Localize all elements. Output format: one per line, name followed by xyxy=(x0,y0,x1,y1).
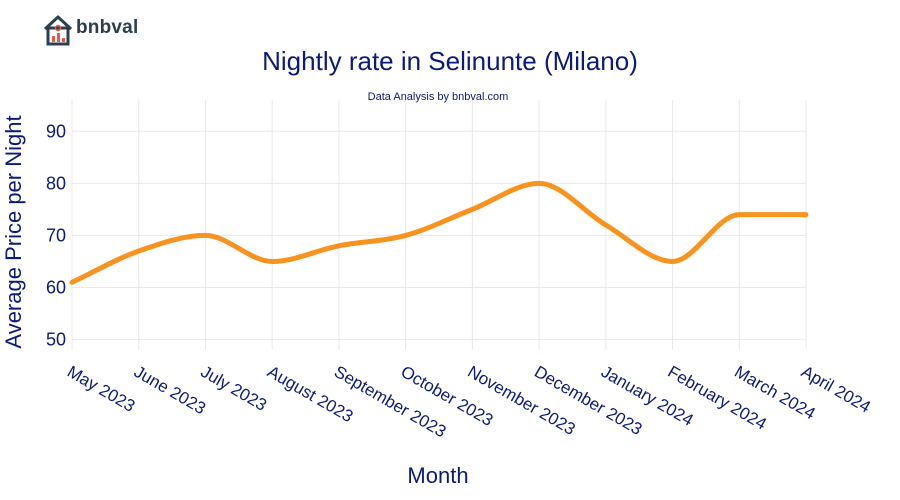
y-axis-label: Average Price per Night xyxy=(1,115,26,348)
series-line xyxy=(69,180,809,285)
y-axis-ticks: 50 60 70 80 90 xyxy=(46,121,66,349)
y-tick-label: 50 xyxy=(46,330,66,350)
chart-title: Nightly rate in Selinunte (Milano) xyxy=(262,46,638,76)
house-chart-icon xyxy=(43,15,73,46)
y-tick-label: 60 xyxy=(46,278,66,298)
x-tick-label: May 2023 xyxy=(64,362,138,416)
x-tick-label: June 2023 xyxy=(131,362,209,418)
brand-name: bnbval xyxy=(76,17,139,38)
y-tick-label: 70 xyxy=(46,225,66,245)
y-tick-label: 90 xyxy=(46,121,66,141)
x-tick-label: July 2023 xyxy=(197,362,270,415)
y-tick-label: 80 xyxy=(46,173,66,193)
chart-subtitle: Data Analysis by bnbval.com xyxy=(368,91,509,103)
grid xyxy=(71,100,807,350)
x-tick-label: September 2023 xyxy=(331,362,449,441)
bnbval-logo xyxy=(43,15,73,46)
series-lines xyxy=(69,180,809,285)
x-axis-label: Month xyxy=(407,463,468,488)
